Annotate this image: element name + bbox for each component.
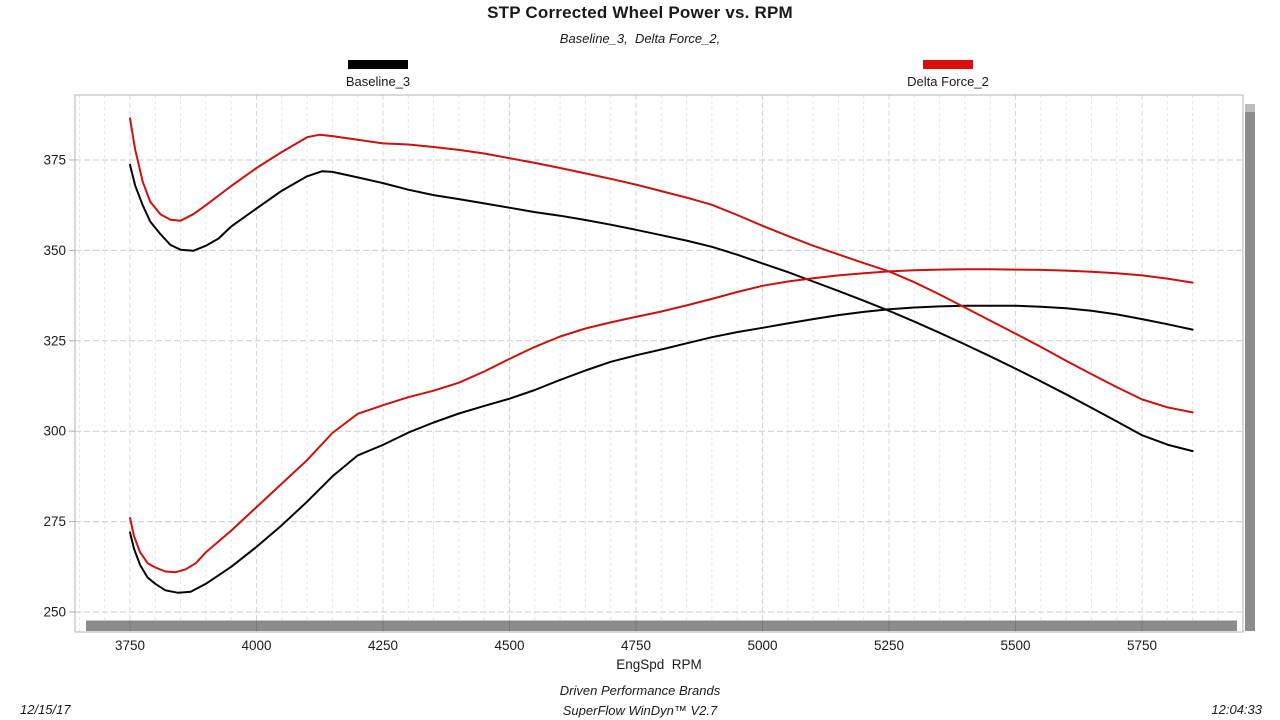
legend-item-baseline-3: Baseline_3 — [330, 60, 426, 89]
horizontal-scrollbar[interactable] — [86, 620, 1237, 632]
curve-delta-force-2-lower — [129, 268, 1194, 574]
plot-background — [75, 95, 1243, 632]
footer-time: 12:04:33 — [1211, 702, 1262, 717]
vertical-scrollbar-cap[interactable] — [1245, 104, 1255, 112]
legend-swatch-delta-force-2 — [923, 60, 973, 69]
y-tick-label: 325 — [43, 333, 66, 348]
legend-swatch-baseline-3 — [348, 60, 408, 69]
curve-baseline-3-upper — [129, 163, 1194, 453]
curve-baseline-3-lower — [129, 304, 1194, 594]
y-tick-label: 275 — [43, 514, 66, 529]
x-tick-label: 3750 — [115, 638, 145, 653]
y-tick-label: 350 — [43, 243, 66, 258]
x-tick-label: 5250 — [874, 638, 904, 653]
page-subtitle: Baseline_3, Delta Force_2, — [559, 31, 721, 46]
x-tick-label: 4750 — [621, 638, 651, 653]
footer-date: 12/15/17 — [20, 702, 71, 717]
legend-item-delta-force-2: Delta Force_2 — [895, 60, 1001, 89]
vertical-scrollbar[interactable] — [1245, 104, 1255, 631]
y-tick-label: 375 — [43, 153, 66, 168]
legend-label-delta-force-2: Delta Force_2 — [907, 74, 989, 89]
legend-label-baseline-3: Baseline_3 — [345, 74, 411, 89]
y-tick-label: 300 — [43, 424, 66, 439]
x-tick-label: 4000 — [241, 638, 271, 653]
x-tick-label: 4250 — [368, 638, 398, 653]
x-axis-label: EngSpd RPM — [616, 657, 702, 672]
x-tick-label: 4500 — [494, 638, 524, 653]
x-tick-label: 5500 — [1000, 638, 1030, 653]
plot-border — [74, 94, 1244, 633]
footer-software-version: SuperFlow WinDyn™ V2.7 — [562, 703, 718, 718]
x-tick-label: 5000 — [747, 638, 777, 653]
x-tick-label: 5750 — [1127, 638, 1157, 653]
y-tick-label: 250 — [43, 605, 66, 620]
page-title: STP Corrected Wheel Power vs. RPM — [487, 3, 793, 22]
footer-brand: Driven Performance Brands — [559, 683, 721, 698]
curve-delta-force-2-upper — [129, 117, 1194, 414]
